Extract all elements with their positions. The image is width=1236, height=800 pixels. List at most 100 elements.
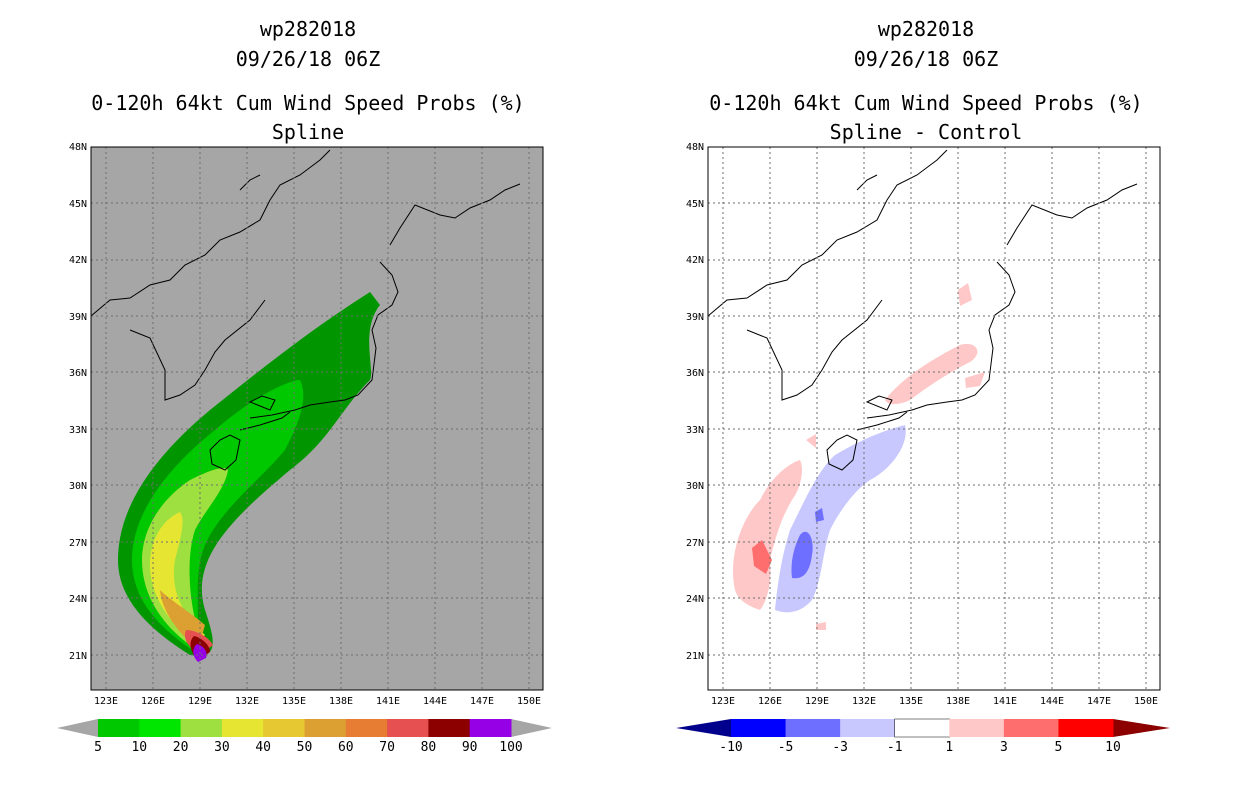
right-colorbar-cell <box>1003 719 1059 737</box>
left-x-tick: 129E <box>188 696 212 707</box>
left-colorbar-cell <box>304 719 347 737</box>
left-y-tick: 48N <box>69 142 87 153</box>
diff-pos-small-3 <box>806 434 816 448</box>
diff-pos-small-2 <box>965 372 985 388</box>
right-colorbar-label: -1 <box>887 740 903 755</box>
right-colorbar-cell <box>731 719 787 737</box>
right-coastlines <box>707 149 1138 471</box>
right-x-tick: 129E <box>805 696 829 707</box>
right-x-axis: 123E 126E 129E 132E 135E 138E 141E 144E … <box>711 696 1158 707</box>
left-colorbar-label: 40 <box>255 740 271 755</box>
left-y-tick: 42N <box>69 255 87 266</box>
right-y-tick: 39N <box>686 312 704 323</box>
left-y-tick: 21N <box>69 651 87 662</box>
left-x-tick: 123E <box>94 696 118 707</box>
left-probability-field <box>118 292 380 662</box>
right-colorbar: -10 -5 -3 -1 1 3 5 10 <box>676 718 1170 755</box>
right-colorbar-cell <box>894 718 951 738</box>
right-y-tick: 21N <box>686 651 704 662</box>
left-subtitle: Spline <box>272 120 344 144</box>
left-colorbar-cell <box>139 719 182 737</box>
left-x-tick: 150E <box>517 696 541 707</box>
left-colorbar-label: 60 <box>338 740 354 755</box>
right-y-tick: 33N <box>686 425 704 436</box>
right-x-tick: 123E <box>711 696 735 707</box>
left-colorbar-label: 100 <box>499 740 522 755</box>
right-x-tick: 138E <box>946 696 970 707</box>
right-x-tick: 126E <box>758 696 782 707</box>
left-y-tick: 39N <box>69 312 87 323</box>
diff-pos-small-1 <box>958 283 972 306</box>
left-y-axis: 48N 45N 42N 39N 36N 33N 30N 27N 24N 21N <box>69 142 87 662</box>
left-map-frame <box>90 146 544 691</box>
left-storm-id: wp282018 <box>260 17 356 41</box>
left-colorbar: 5 10 20 30 40 50 60 70 80 90 100 <box>57 719 552 755</box>
diff-pos-small-4 <box>816 622 826 630</box>
right-colorbar-label: 5 <box>1055 740 1063 755</box>
left-y-tick: 30N <box>69 481 87 492</box>
diff-pos-1-3-region <box>732 460 803 610</box>
right-x-tick: 150E <box>1134 696 1158 707</box>
right-colorbar-label: 1 <box>945 740 953 755</box>
left-coastlines <box>90 149 521 471</box>
diff-pos-north-region <box>885 343 978 405</box>
right-y-axis: 48N 45N 42N 39N 36N 33N 30N 27N 24N 21N <box>686 142 704 662</box>
diff-pos-3-5-region <box>752 540 772 574</box>
right-y-tick: 36N <box>686 368 704 379</box>
left-x-tick: 144E <box>423 696 447 707</box>
right-y-tick: 48N <box>686 142 704 153</box>
right-colorbar-cell <box>1058 719 1114 737</box>
right-y-tick: 42N <box>686 255 704 266</box>
right-y-tick: 27N <box>686 538 704 549</box>
left-colorbar-cell <box>98 719 140 737</box>
left-colorbar-label: 20 <box>173 740 189 755</box>
left-colorbar-cell <box>263 719 305 737</box>
right-colorbar-label: -10 <box>719 740 742 755</box>
right-colorbar-high-arrow <box>1113 719 1170 737</box>
right-x-tick: 141E <box>993 696 1017 707</box>
right-x-tick: 132E <box>852 696 876 707</box>
right-title: 0-120h 64kt Cum Wind Speed Probs (%) <box>709 91 1142 115</box>
left-datetime: 09/26/18 06Z <box>236 47 381 71</box>
right-y-tick: 45N <box>686 199 704 210</box>
left-colorbar-cell <box>428 719 471 737</box>
left-colorbar-low-arrow <box>57 719 98 737</box>
left-colorbar-cell <box>469 719 512 737</box>
right-colorbar-cell <box>949 719 1005 737</box>
left-colorbar-label: 80 <box>421 740 437 755</box>
left-x-axis: 123E 126E 129E 132E 135E 138E 141E 144E … <box>94 696 541 707</box>
left-y-tick: 45N <box>69 199 87 210</box>
diff-neg-3-5-region <box>791 531 813 579</box>
left-y-tick: 24N <box>69 594 87 605</box>
left-colorbar-label: 10 <box>131 740 147 755</box>
right-storm-id: wp282018 <box>878 17 974 41</box>
prob-30-contour <box>150 512 205 645</box>
left-colorbar-cell <box>221 719 264 737</box>
right-y-tick: 30N <box>686 481 704 492</box>
right-colorbar-label: 3 <box>1000 740 1008 755</box>
left-x-tick: 135E <box>282 696 306 707</box>
left-y-tick: 33N <box>69 425 87 436</box>
right-difference-field <box>732 283 985 630</box>
right-colorbar-low-arrow <box>676 719 731 737</box>
right-panel: wp282018 09/26/18 06Z 0-120h 64kt Cum Wi… <box>676 17 1170 755</box>
right-colorbar-label: -5 <box>778 740 794 755</box>
left-x-tick: 138E <box>329 696 353 707</box>
right-map-frame <box>707 146 1161 691</box>
left-colorbar-label: 70 <box>379 740 395 755</box>
left-colorbar-cell <box>387 719 429 737</box>
right-x-tick: 147E <box>1087 696 1111 707</box>
left-title: 0-120h 64kt Cum Wind Speed Probs (%) <box>91 91 524 115</box>
left-colorbar-high-arrow <box>511 719 552 737</box>
right-gridlines <box>708 147 1160 690</box>
right-colorbar-cell <box>840 719 896 737</box>
left-colorbar-cell <box>345 719 388 737</box>
right-colorbar-cell <box>785 719 841 737</box>
right-subtitle: Spline - Control <box>830 120 1023 144</box>
left-colorbar-label: 90 <box>462 740 478 755</box>
left-colorbar-cell <box>180 719 223 737</box>
left-x-tick: 132E <box>235 696 259 707</box>
left-y-tick: 36N <box>69 368 87 379</box>
right-colorbar-label: -3 <box>832 740 848 755</box>
